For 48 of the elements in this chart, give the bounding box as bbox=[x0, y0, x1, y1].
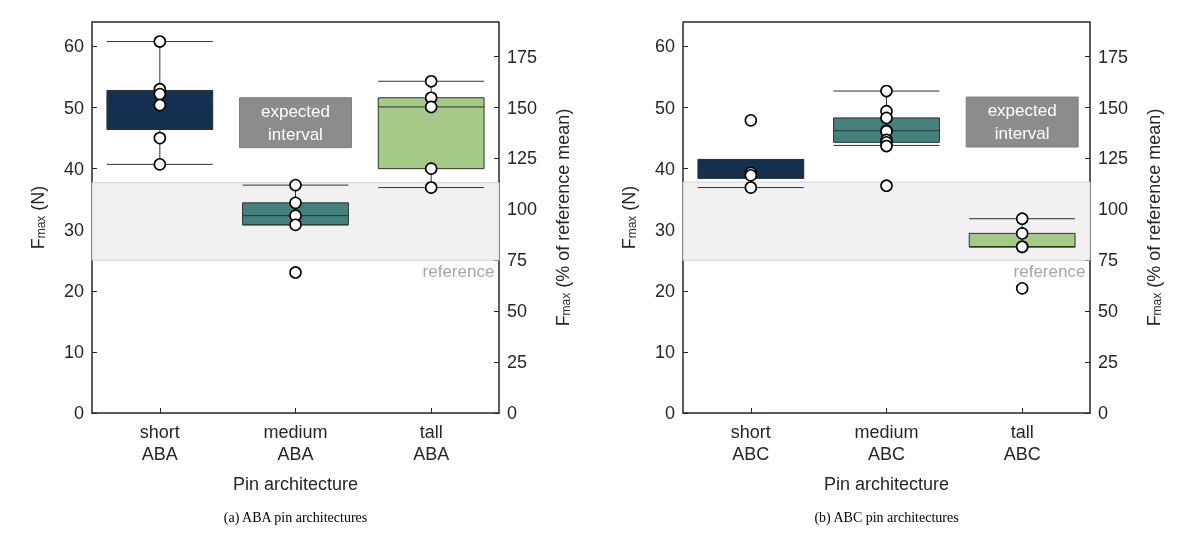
y-tick-label: 0 bbox=[73, 403, 84, 423]
y-tick-label: 40 bbox=[63, 158, 84, 179]
annotation: expected interval bbox=[987, 101, 1057, 144]
x-axis-title: Pin architecture bbox=[823, 474, 950, 494]
band-label: reference bbox=[422, 261, 495, 281]
x-tick-label: medium ABA bbox=[263, 422, 328, 464]
y-tick-label: 10 bbox=[654, 341, 675, 362]
text: (a) ABA pin architectures bbox=[223, 509, 368, 526]
text: (b) ABC pin architectures bbox=[814, 509, 959, 526]
y-tick-label: 50 bbox=[654, 97, 675, 118]
y2-tick-label: 75 bbox=[1098, 250, 1119, 271]
y-tick-label: 50 bbox=[63, 97, 84, 118]
y2-tick-label: 125 bbox=[1098, 148, 1129, 169]
x-tick-label: short ABC bbox=[730, 422, 771, 464]
y2-tick-label: 25 bbox=[1098, 352, 1119, 373]
y-tick-label: 20 bbox=[654, 280, 675, 301]
y2-tick-label: 125 bbox=[507, 148, 538, 169]
y2-tick-label: 175 bbox=[1098, 46, 1129, 67]
y2-tick-label: 50 bbox=[1098, 301, 1119, 322]
y2-tick-label: 150 bbox=[507, 97, 538, 118]
x-axis-title: Pin architecture bbox=[232, 474, 359, 494]
y-tick-label: 60 bbox=[654, 36, 675, 57]
y-tick-label: 10 bbox=[63, 341, 84, 362]
y2-axis-title: Fmax (% of reference mean) bbox=[553, 108, 573, 327]
x-tick-label: medium ABC bbox=[854, 422, 919, 464]
band-label: reference bbox=[1013, 261, 1086, 281]
y-tick-label: 30 bbox=[63, 219, 84, 240]
y2-tick-label: 100 bbox=[507, 199, 538, 220]
y-axis-title: Fmax (N) bbox=[619, 185, 639, 250]
y-axis-title: Fmax (N) bbox=[28, 185, 48, 250]
y2-tick-label: 175 bbox=[507, 46, 538, 67]
y2-axis-title: Fmax (% of reference mean) bbox=[1144, 108, 1164, 327]
y-tick-label: 0 bbox=[664, 403, 675, 423]
y2-tick-label: 100 bbox=[1098, 199, 1129, 220]
y2-tick-label: 0 bbox=[1098, 403, 1109, 423]
y-tick-label: 20 bbox=[63, 280, 84, 301]
y-tick-label: 40 bbox=[654, 158, 675, 179]
x-tick-label: short ABA bbox=[139, 422, 180, 464]
y2-tick-label: 50 bbox=[507, 301, 528, 322]
y2-tick-label: 150 bbox=[1098, 97, 1129, 118]
y2-tick-label: 25 bbox=[507, 352, 528, 373]
x-tick-label: tall ABC bbox=[1003, 422, 1041, 464]
y2-tick-label: 75 bbox=[507, 250, 528, 271]
y2-tick-label: 0 bbox=[507, 403, 518, 423]
x-tick-label: tall ABA bbox=[413, 422, 450, 464]
y-tick-label: 30 bbox=[654, 219, 675, 240]
annotation: expected interval bbox=[261, 101, 330, 144]
y-tick-label: 60 bbox=[63, 36, 84, 57]
